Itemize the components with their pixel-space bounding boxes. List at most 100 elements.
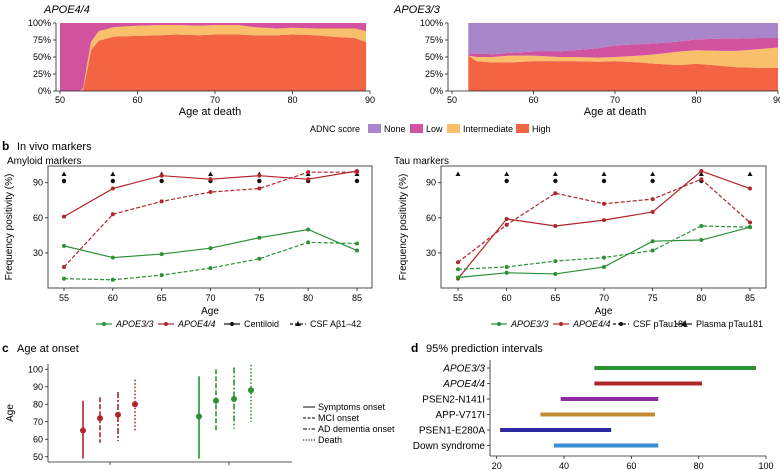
- data-point: [456, 267, 460, 272]
- y-tick-label: 100: [28, 364, 43, 374]
- legend-label-low: Low: [426, 124, 443, 134]
- x-tick-label: 85: [352, 293, 362, 303]
- x-tick-label: 75: [648, 293, 658, 303]
- legend-label-csf-abeta: CSF Aβ1–42: [310, 319, 361, 329]
- y-tick-label: 30: [426, 248, 436, 258]
- data-point: [504, 216, 509, 221]
- y-axis-label: Frequency positivity (%): [398, 174, 409, 281]
- interval-bar: [594, 366, 756, 370]
- data-point: [257, 235, 262, 240]
- data-point: [306, 240, 311, 245]
- significance-circle: [159, 178, 164, 184]
- data-point: [110, 277, 115, 282]
- area-high: [60, 34, 367, 91]
- x-tick-label: 60: [502, 293, 512, 303]
- x-tick-label: 70: [205, 293, 215, 303]
- x-tick-label: 80: [303, 293, 313, 303]
- x-tick-label: 55: [453, 293, 463, 303]
- panel-c: c Age at onset 50 60 70 80 90 100 Age Symptoms …: [2, 341, 395, 465]
- y-tick-label: 25%: [425, 69, 443, 79]
- panel-a-left-title: APOE4/4: [43, 4, 90, 16]
- x-tick-label: 80: [696, 293, 706, 303]
- x-tick-label: 70: [610, 95, 620, 105]
- area-chart-apoe44: 50 60 70 80 90 0% 25% 50% 75% 100%: [28, 18, 375, 105]
- x-tick-label: 20: [492, 461, 502, 470]
- y-tick-label: 75%: [425, 35, 443, 45]
- adnc-legend-title: ADNC score: [310, 124, 360, 134]
- amyloid-title: Amyloid markers: [7, 156, 81, 167]
- onset-legend-label: AD dementia onset: [318, 424, 395, 434]
- tau-title: Tau markers: [394, 156, 449, 167]
- plot-frame: [440, 165, 767, 289]
- x-tick-label: 85: [745, 293, 755, 303]
- data-point: [355, 248, 359, 253]
- significance-triangle: [208, 171, 213, 176]
- y-tick-label: 60: [33, 213, 43, 223]
- legend-swatch-none: [368, 124, 381, 133]
- legend-r-label-plasma: Plasma pTau181: [696, 319, 763, 329]
- data-point: [602, 201, 606, 206]
- x-tick-label: 90: [365, 95, 375, 105]
- data-point: [748, 220, 752, 225]
- data-point: [504, 270, 509, 275]
- significance-triangle: [504, 171, 510, 176]
- data-point: [355, 170, 359, 175]
- legend-apoe44-swatch-dot: [164, 322, 168, 326]
- data-point: [456, 260, 460, 265]
- data-point: [553, 223, 558, 228]
- data-point: [456, 275, 460, 280]
- interval-bar: [553, 443, 659, 448]
- data-point: [504, 222, 509, 227]
- area-intermediate: [60, 25, 367, 91]
- interval-category-label: APP-V717I: [436, 410, 485, 421]
- data-point: [62, 276, 66, 281]
- legend-swatch-high: [516, 124, 529, 133]
- x-axis-label: Age: [201, 306, 219, 317]
- data-point: [159, 199, 164, 204]
- panel-c-label: c: [2, 341, 9, 355]
- x-tick-label: 80: [694, 461, 704, 470]
- legend-label-none: None: [384, 124, 406, 134]
- x-tick-label: 65: [157, 293, 167, 303]
- x-tick-label: 70: [210, 95, 220, 105]
- interval-category-label: PSEN1-E280A: [419, 426, 485, 437]
- area-intermediate: [468, 47, 778, 68]
- legend-r-label-apoe33: APOE3/3: [510, 319, 549, 329]
- legend-r-apoe33-swatch-dot: [497, 322, 501, 326]
- x-tick-label: 80: [287, 95, 297, 105]
- y-tick-label: 75%: [33, 35, 51, 45]
- y-tick-label: 60: [33, 434, 43, 444]
- panel-b-legend: APOE3/3 APOE4/4 Centiloid CSF Aβ1–42 APOE3/3…: [96, 319, 763, 329]
- data-point: [650, 197, 655, 202]
- data-point: [306, 177, 311, 182]
- data-point: [62, 243, 66, 248]
- x-tick-label: 80: [691, 95, 701, 105]
- x-axis-label: Age: [595, 306, 613, 317]
- panel-a-right-xlabel: Age at death: [584, 106, 646, 118]
- legend-csf-triangle: [295, 321, 301, 326]
- significance-circle: [553, 178, 558, 184]
- significance-circle: [354, 178, 360, 184]
- x-tick-label: 70: [599, 293, 609, 303]
- x-tick-label: 50: [55, 95, 65, 105]
- onset-mean-point: [196, 413, 202, 420]
- data-point: [159, 173, 164, 178]
- panel-a-left-xlabel: Age at death: [179, 106, 241, 118]
- significance-triangle: [61, 171, 67, 176]
- data-point: [208, 190, 213, 195]
- data-point: [306, 227, 311, 232]
- significance-triangle: [650, 171, 656, 176]
- legend-swatch-intermediate: [447, 124, 460, 133]
- data-point: [602, 264, 606, 269]
- onset-legend-label: MCI onset: [318, 413, 360, 423]
- area-low: [468, 37, 778, 58]
- significance-triangle: [110, 171, 116, 176]
- data-point: [306, 170, 311, 175]
- legend-label-apoe33: APOE3/3: [115, 319, 154, 329]
- legend-swatch-low: [410, 124, 423, 133]
- interval-bar: [594, 381, 703, 386]
- x-tick-label: 60: [108, 293, 118, 303]
- data-point: [650, 209, 655, 214]
